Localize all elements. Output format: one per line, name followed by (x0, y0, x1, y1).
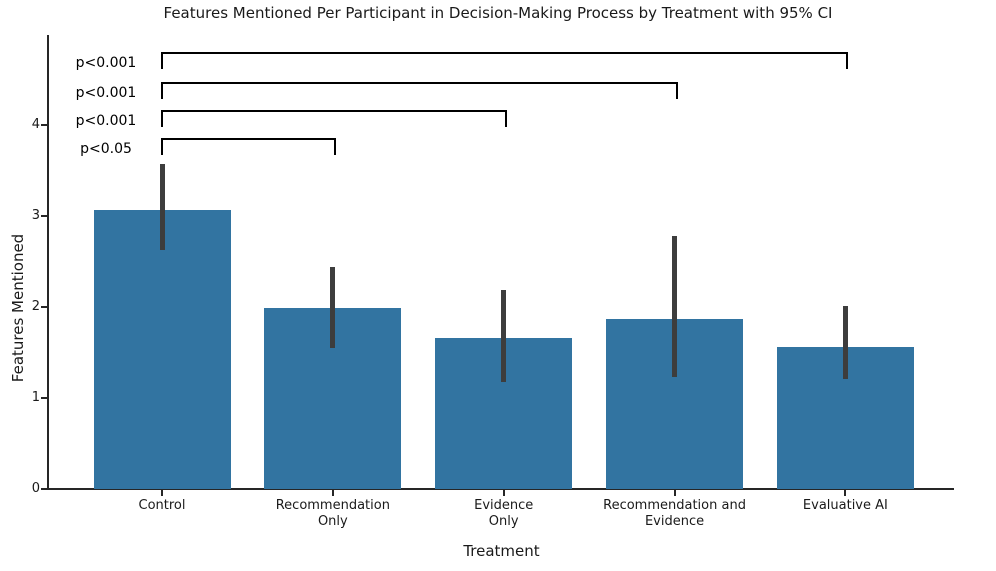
x-tick-label: Evidence Only (474, 498, 534, 529)
y-tick-label: 4 (31, 117, 40, 132)
significance-bracket (161, 110, 507, 127)
y-tick-mark (41, 306, 47, 308)
x-tick-mark (502, 490, 505, 496)
x-tick-label: Evaluative AI (802, 498, 888, 513)
significance-label: p<0.001 (75, 85, 137, 101)
significance-label: p<0.001 (75, 113, 137, 129)
x-tick-mark (844, 490, 847, 496)
error-bar (842, 306, 848, 379)
significance-bracket (161, 138, 336, 155)
x-tick-mark (673, 490, 676, 496)
x-tick-label: Control (138, 498, 186, 513)
significance-label: p<0.001 (75, 55, 137, 71)
error-bar (330, 266, 336, 348)
x-axis-spine (47, 488, 954, 490)
x-tick-mark (331, 490, 334, 496)
x-tick-mark (161, 490, 163, 496)
chart-title: Features Mentioned Per Participant in De… (163, 4, 833, 22)
x-tick-label: Recommendation Only (275, 498, 390, 529)
error-bar (159, 164, 165, 250)
y-tick-label: 2 (31, 299, 40, 314)
significance-label: p<0.05 (80, 141, 132, 157)
y-tick-mark (41, 397, 47, 399)
y-tick-mark (41, 124, 47, 126)
significance-bracket (161, 82, 678, 99)
y-axis-spine (47, 35, 49, 489)
y-tick-label: 0 (31, 481, 40, 496)
bar (93, 209, 231, 489)
significance-bracket (161, 52, 849, 69)
x-tick-label: Recommendation and Evidence (603, 498, 746, 529)
x-axis-label: Treatment (463, 542, 540, 560)
y-tick-mark (41, 215, 47, 217)
error-bar (501, 289, 507, 382)
y-tick-label: 3 (31, 208, 40, 223)
error-bar (672, 236, 678, 378)
y-tick-label: 1 (31, 390, 40, 405)
y-tick-mark (41, 488, 47, 490)
